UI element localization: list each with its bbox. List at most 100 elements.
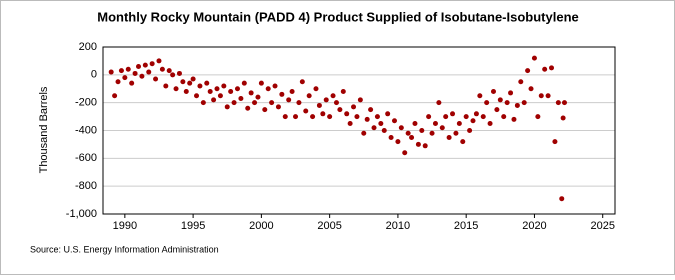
point	[364, 116, 370, 122]
x-tick-label: 2010	[386, 220, 410, 232]
x-tick-label: 2020	[522, 220, 546, 232]
point	[204, 80, 210, 86]
point	[432, 121, 438, 127]
point	[221, 83, 227, 89]
point	[525, 68, 531, 74]
point	[323, 97, 329, 103]
y-tick-label: -600	[75, 152, 97, 164]
point	[473, 111, 479, 117]
point	[330, 93, 336, 99]
point	[344, 111, 350, 117]
point	[549, 65, 555, 71]
point	[238, 95, 244, 101]
point	[159, 66, 165, 72]
point	[112, 93, 118, 99]
x-tick-label: 2000	[249, 220, 273, 232]
point	[542, 66, 548, 72]
point	[419, 128, 425, 133]
point	[275, 104, 281, 110]
point	[228, 89, 234, 95]
point	[194, 93, 200, 99]
point	[316, 102, 322, 108]
point	[385, 111, 391, 117]
point	[142, 62, 148, 68]
x-tick-label: 1995	[181, 220, 205, 232]
point	[282, 114, 288, 120]
point	[538, 93, 544, 99]
point	[176, 70, 182, 76]
point	[463, 114, 469, 120]
point	[252, 100, 258, 106]
point	[122, 75, 128, 81]
point	[561, 100, 567, 106]
point	[207, 89, 213, 95]
y-tick-label: -200	[75, 97, 97, 109]
point	[234, 86, 240, 92]
point	[453, 130, 459, 136]
point	[248, 90, 254, 96]
point	[173, 86, 179, 92]
point	[381, 128, 387, 133]
point	[190, 76, 196, 82]
point	[450, 111, 456, 117]
point	[166, 68, 172, 74]
point	[197, 83, 203, 89]
point	[163, 83, 169, 89]
point	[484, 100, 490, 106]
point	[139, 73, 145, 79]
point	[560, 115, 566, 121]
point	[415, 141, 421, 147]
point	[412, 121, 418, 127]
point	[552, 139, 558, 145]
point	[180, 79, 186, 85]
point	[480, 114, 486, 120]
y-tick-label: 0	[91, 69, 97, 81]
point	[490, 89, 496, 95]
point	[337, 107, 343, 113]
chart-title: Monthly Rocky Mountain (PADD 4) Product …	[97, 9, 579, 24]
point	[508, 90, 514, 96]
y-tick-label: 200	[79, 41, 97, 53]
point	[357, 97, 363, 103]
source: Source: U.S. Energy Information Administ…	[30, 244, 219, 254]
point	[467, 128, 473, 133]
plot-border	[102, 46, 616, 215]
point	[156, 58, 162, 64]
point	[269, 100, 275, 106]
x-tick-label: 1990	[113, 220, 137, 232]
point	[494, 107, 500, 113]
point	[289, 89, 295, 95]
point	[374, 114, 380, 120]
point	[286, 97, 292, 103]
x-tick-label: 2015	[454, 220, 478, 232]
point	[439, 125, 445, 131]
point	[422, 143, 428, 149]
point	[371, 125, 377, 131]
point	[395, 139, 401, 145]
point	[299, 79, 305, 85]
point	[258, 80, 264, 86]
point	[402, 150, 408, 156]
point	[293, 114, 299, 120]
point	[135, 63, 141, 69]
point	[528, 86, 534, 92]
point	[504, 100, 510, 106]
point	[460, 139, 466, 145]
point	[388, 134, 394, 140]
point	[333, 100, 339, 106]
point	[405, 130, 411, 136]
point	[470, 118, 476, 124]
point	[125, 66, 131, 72]
point	[487, 121, 493, 127]
point	[245, 105, 251, 111]
point	[265, 86, 271, 92]
point	[559, 196, 565, 202]
point	[340, 89, 346, 95]
point	[118, 68, 124, 74]
point	[535, 114, 541, 120]
point	[429, 130, 435, 136]
y-tick-label: -400	[75, 124, 97, 136]
point	[108, 69, 114, 75]
